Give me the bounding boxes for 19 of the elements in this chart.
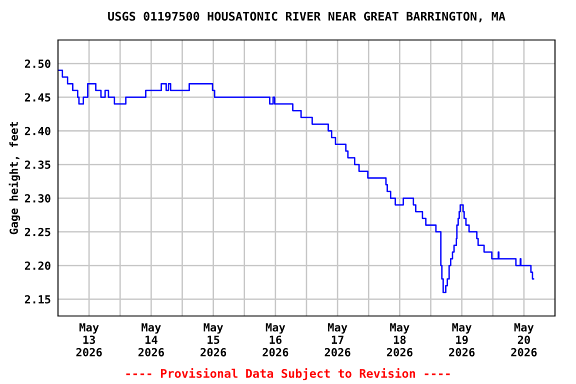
x-tick-label: May 18 2026: [386, 323, 412, 356]
y-tick-label: 2.30: [24, 194, 50, 203]
x-tick-label: May 15 2026: [200, 323, 226, 356]
x-tick-label: May 19 2026: [449, 323, 475, 356]
y-tick-label: 2.50: [24, 60, 50, 68]
y-tick-label: 2.45: [24, 93, 50, 102]
x-tick-label: May 14 2026: [138, 323, 164, 356]
y-axis-title: Gage height, feet: [8, 122, 20, 234]
y-tick-label: 2.40: [24, 126, 50, 136]
y-tick-label: 2.35: [24, 160, 50, 169]
y-tick-label: 2.15: [24, 295, 50, 304]
x-tick-label: May 17 2026: [324, 323, 350, 356]
x-tick-label: May 16 2026: [262, 323, 288, 356]
chart-title: USGS 01197500 HOUSATONIC RIVER NEAR GREAT BARRINGTON, MA: [108, 12, 506, 22]
y-tick-label: 2.25: [24, 228, 50, 236]
x-tick-label: May 13 2026: [76, 323, 102, 356]
x-tick-label: May 20 2026: [511, 323, 537, 356]
text: ---- Provisional Data Subject to Revision ----: [126, 368, 450, 380]
y-tick-label: 2.20: [24, 261, 50, 270]
